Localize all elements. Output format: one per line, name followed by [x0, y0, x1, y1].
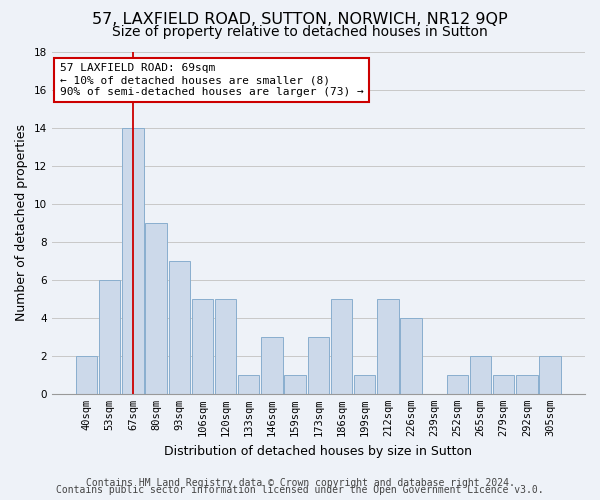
Bar: [354, 375, 376, 394]
Bar: [447, 375, 468, 394]
Bar: [76, 356, 97, 394]
Bar: [169, 260, 190, 394]
X-axis label: Distribution of detached houses by size in Sutton: Distribution of detached houses by size …: [164, 444, 472, 458]
Bar: [493, 375, 514, 394]
Bar: [192, 298, 213, 394]
Bar: [400, 318, 422, 394]
Bar: [99, 280, 121, 394]
Bar: [284, 375, 306, 394]
Bar: [331, 298, 352, 394]
Text: Size of property relative to detached houses in Sutton: Size of property relative to detached ho…: [112, 25, 488, 39]
Bar: [377, 298, 398, 394]
Bar: [262, 337, 283, 394]
Bar: [539, 356, 561, 394]
Bar: [516, 375, 538, 394]
Text: 57, LAXFIELD ROAD, SUTTON, NORWICH, NR12 9QP: 57, LAXFIELD ROAD, SUTTON, NORWICH, NR12…: [92, 12, 508, 28]
Text: Contains HM Land Registry data © Crown copyright and database right 2024.: Contains HM Land Registry data © Crown c…: [86, 478, 514, 488]
Bar: [145, 222, 167, 394]
Bar: [215, 298, 236, 394]
Bar: [238, 375, 259, 394]
Bar: [308, 337, 329, 394]
Bar: [122, 128, 143, 394]
Y-axis label: Number of detached properties: Number of detached properties: [15, 124, 28, 321]
Bar: [470, 356, 491, 394]
Text: Contains public sector information licensed under the Open Government Licence v3: Contains public sector information licen…: [56, 485, 544, 495]
Text: 57 LAXFIELD ROAD: 69sqm
← 10% of detached houses are smaller (8)
90% of semi-det: 57 LAXFIELD ROAD: 69sqm ← 10% of detache…: [59, 64, 364, 96]
